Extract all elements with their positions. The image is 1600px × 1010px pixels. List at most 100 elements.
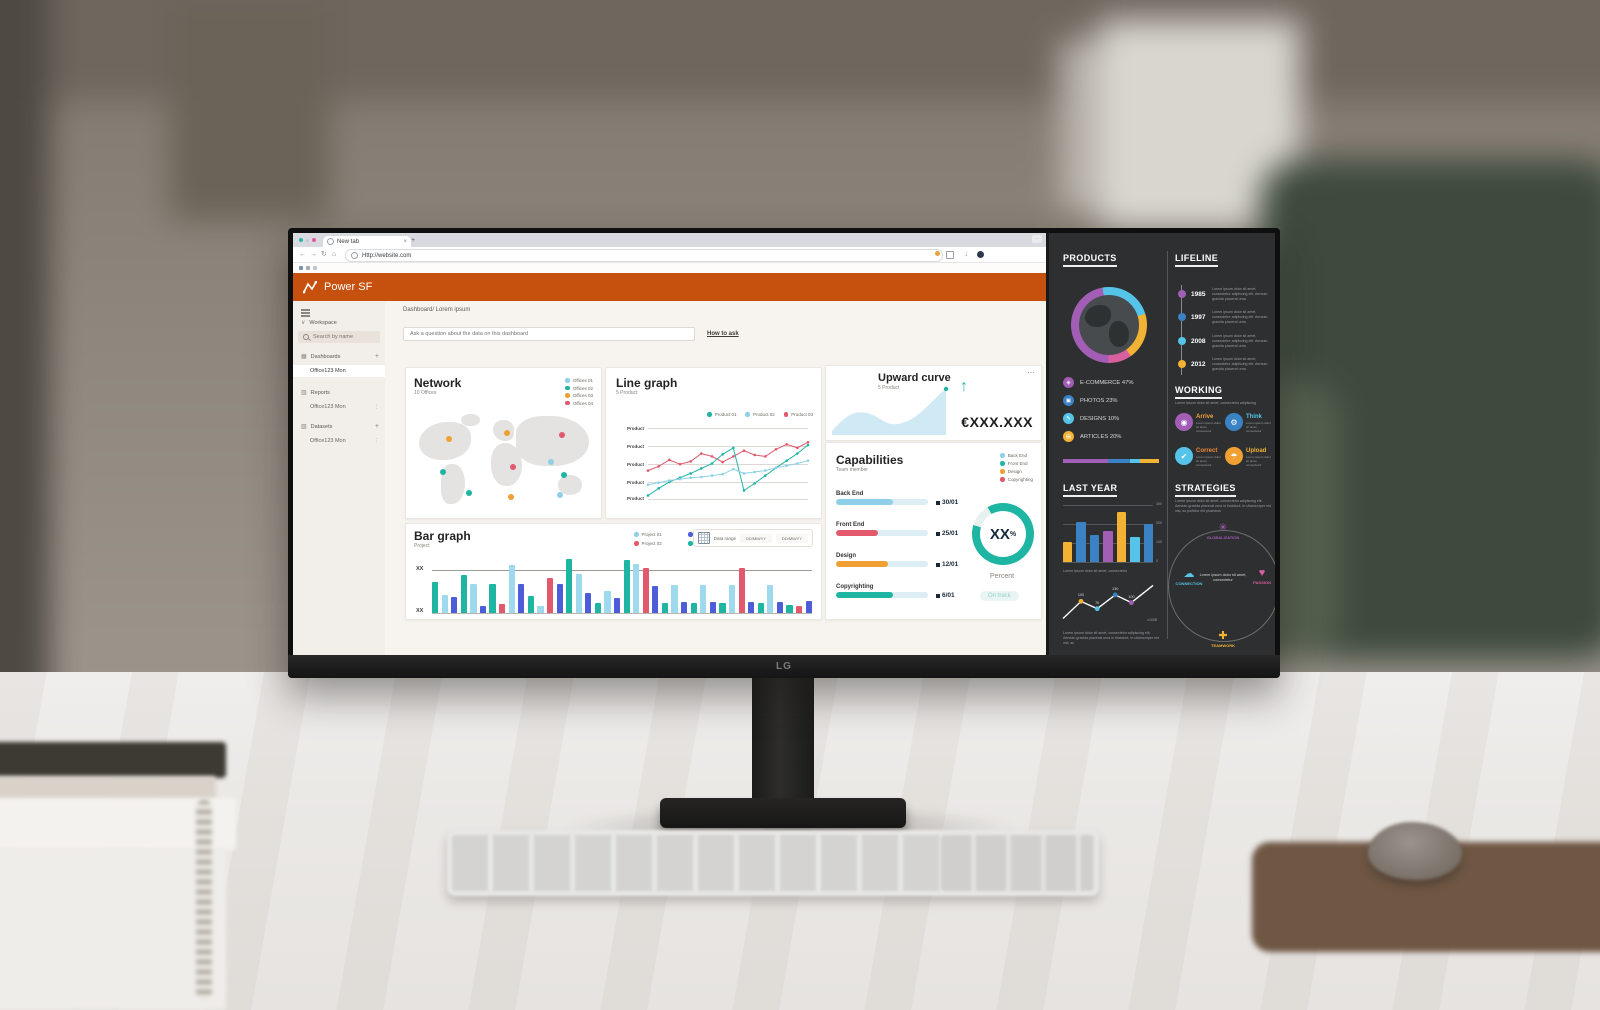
- screen: New tab × + ⋯ ← → ↻ ⌂ Http://website.com…: [293, 233, 1275, 655]
- office-dot: [465, 489, 472, 496]
- bar: [786, 604, 793, 613]
- forward-icon[interactable]: →: [310, 251, 317, 258]
- bookmark-icon[interactable]: [313, 266, 317, 270]
- date-from-field[interactable]: DD/MM/YY: [740, 533, 772, 543]
- bar: [594, 602, 602, 613]
- bookmark-icon[interactable]: [299, 266, 303, 270]
- bar: [671, 585, 678, 613]
- date-marker-icon: [936, 500, 940, 505]
- due-date: 12/01: [936, 561, 958, 568]
- y-tick-label: XX: [416, 566, 424, 572]
- arrive-pin-icon: ◉: [1175, 413, 1193, 431]
- date-marker-icon: [936, 562, 940, 567]
- date-range-control[interactable]: Data range DD/MM/YY DD/MM/YY: [692, 529, 813, 547]
- reload-icon[interactable]: ↻: [321, 251, 327, 258]
- timeline-year: 1997: [1191, 314, 1206, 321]
- bar: [470, 583, 477, 613]
- hamburger-menu-icon[interactable]: [301, 309, 310, 311]
- bar: [642, 568, 649, 613]
- add-dashboard-button[interactable]: +: [374, 353, 379, 360]
- legend-item: Product 01: [707, 412, 736, 417]
- profile-avatar[interactable]: [977, 251, 984, 258]
- axis-tick: 100: [1156, 540, 1162, 544]
- bar: [805, 600, 812, 613]
- workspace-row[interactable]: ∨ Workspace: [293, 319, 385, 327]
- office-dot: [507, 493, 514, 500]
- y-axis-label: Product: [626, 426, 644, 431]
- power-sf-logo: [303, 280, 317, 293]
- product-bar-segment: [1130, 459, 1140, 463]
- bar: [1089, 535, 1100, 562]
- office-dot: [445, 435, 452, 442]
- wall-left-dark: [0, 0, 50, 720]
- more-icon[interactable]: ⋮: [374, 404, 379, 410]
- product-legend-item: ▤ ARTICLES 20%: [1063, 431, 1121, 442]
- sidebar-search-input[interactable]: Search by name: [298, 331, 380, 343]
- date-marker-icon: [936, 531, 940, 536]
- lg-logo: LG: [776, 661, 792, 672]
- progress-fill: [836, 499, 894, 505]
- back-icon[interactable]: ←: [299, 251, 306, 258]
- url-field[interactable]: Http://website.com: [345, 249, 943, 262]
- app-header: Power SF: [293, 273, 1056, 301]
- traffic-light-pink[interactable]: [312, 238, 316, 242]
- last-year-bar-chart: [1063, 505, 1153, 562]
- column-divider: [1167, 251, 1168, 639]
- bar: [661, 602, 669, 613]
- bar: [738, 568, 745, 613]
- extension-icon[interactable]: [946, 251, 954, 259]
- product-legend-item: ◈ E-COMMERCE 47%: [1063, 377, 1133, 388]
- percent-gauge: XX%: [972, 503, 1034, 565]
- traffic-light-teal[interactable]: [299, 238, 303, 242]
- capabilities-legend: Back End Front End Design Copyrighting: [1000, 453, 1033, 482]
- star-icon[interactable]: [935, 251, 940, 256]
- bar-chart: [432, 557, 812, 613]
- bar: [556, 583, 563, 613]
- y-axis-label: Product: [626, 462, 644, 467]
- sidebar-item-datasets[interactable]: ▧ Datasets +: [293, 423, 385, 430]
- add-dataset-button[interactable]: +: [374, 423, 379, 430]
- card-subtitle: Project: [414, 543, 430, 549]
- bar: [690, 602, 697, 613]
- question-input[interactable]: [403, 327, 695, 341]
- continent: [558, 475, 583, 495]
- timeline-year: 2012: [1191, 361, 1206, 368]
- e-commerce-icon: ◈: [1063, 377, 1074, 388]
- bar: [748, 601, 755, 613]
- new-tab-button[interactable]: +: [411, 237, 416, 244]
- search-icon: [303, 334, 309, 340]
- strategies-center-text: Lorem ipsum dolor sit amet, consectetur: [1199, 573, 1247, 583]
- sidebar-item-dashboards[interactable]: ▦ Dashboards +: [293, 353, 385, 360]
- on-track-button[interactable]: On track: [980, 591, 1019, 601]
- sidebar-item-office123-report[interactable]: Office123 Mon ⋮: [310, 404, 379, 410]
- date-range-label: Data range: [713, 535, 736, 541]
- date-marker-icon: [936, 593, 940, 598]
- url-text: Http://website.com: [362, 252, 412, 259]
- card-subtitle: 5 Product: [878, 385, 900, 391]
- breadcrumb: Dashboard/ Lorem ipsum: [403, 307, 471, 313]
- network-legend: Offices 01 Offices 02 Offices 03 Offices…: [565, 378, 593, 406]
- bar: [499, 604, 506, 613]
- bookmark-icon[interactable]: [306, 266, 310, 270]
- monitor-stand-base: [660, 798, 906, 828]
- download-icon[interactable]: ↓: [964, 251, 969, 258]
- home-icon[interactable]: ⌂: [332, 251, 337, 258]
- y-axis-label: Product: [626, 480, 644, 485]
- sidebar-item-reports[interactable]: ▥ Reports: [293, 389, 385, 397]
- sidebar-item-office123-dashboard[interactable]: Office123 Mon: [293, 365, 385, 377]
- axis-tick: 300: [1156, 502, 1162, 506]
- due-date: 25/01: [936, 530, 958, 537]
- traffic-light-gray[interactable]: [306, 238, 309, 242]
- card-menu-icon[interactable]: ⋯: [1027, 368, 1035, 377]
- monitor-stand-neck: [752, 672, 814, 806]
- sidebar-item-office123-dataset[interactable]: Office123 Mon ⋮: [310, 438, 379, 444]
- date-to-field[interactable]: DD/MM/YY: [776, 533, 808, 543]
- products-stacked-bar: [1063, 459, 1159, 463]
- close-tab-icon[interactable]: ×: [403, 238, 407, 245]
- window-controls[interactable]: ⋯: [1032, 235, 1042, 243]
- how-to-ask-link[interactable]: How to ask: [707, 331, 739, 337]
- browser-tab[interactable]: New tab ×: [323, 236, 411, 247]
- more-icon[interactable]: ⋮: [374, 438, 379, 444]
- bar-graph-card: Bar graph Project Project 01 Project 02 …: [405, 523, 822, 620]
